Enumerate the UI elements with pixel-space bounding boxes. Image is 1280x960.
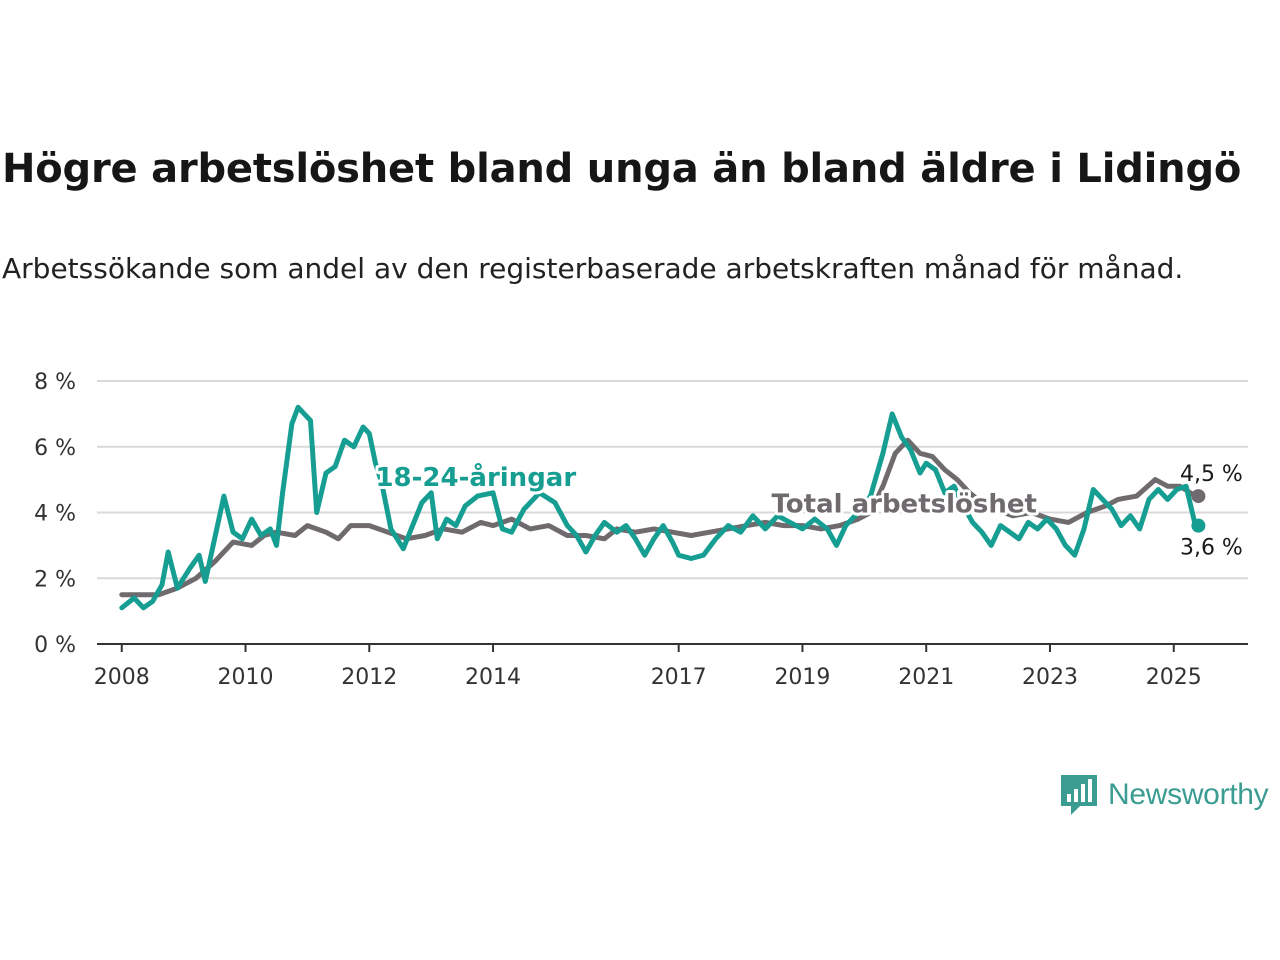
y-axis: 0 % 2 % 4 % 6 % 8 % <box>34 370 76 658</box>
series-labels: 18-24-åringar Total arbetslöshet <box>372 458 1039 522</box>
newsworthy-logo: Newsworthy <box>1058 772 1269 818</box>
y-tick-label: 8 % <box>34 370 76 395</box>
end-point <box>1191 489 1206 504</box>
end-label: 4,5 % <box>1180 462 1243 487</box>
series-line <box>119 404 1198 611</box>
y-tick-label: 2 % <box>34 567 76 592</box>
x-axis: 2008 2010 2012 2014 2017 2019 2021 2023 2025 <box>94 643 1248 690</box>
x-tick-label: 2012 <box>341 665 397 690</box>
y-tick-label: 0 % <box>34 633 76 658</box>
series-line <box>119 437 1198 598</box>
end-markers: 4,5 % 3,6 % <box>1180 462 1243 561</box>
gridlines <box>97 380 1248 580</box>
x-tick-label: 2025 <box>1146 665 1202 690</box>
x-tick-label: 2019 <box>774 665 830 690</box>
bar-chart-speech-bubble-icon <box>1061 775 1097 815</box>
end-point <box>1191 518 1206 533</box>
chart-title: Högre arbetslöshet bland unga än bland ä… <box>2 146 1242 192</box>
logo-wordmark: Newsworthy <box>1108 778 1269 811</box>
x-tick-label: 2021 <box>898 665 954 690</box>
x-tick-label: 2023 <box>1022 665 1078 690</box>
series-label: 18-24-åringar <box>375 461 576 493</box>
chart-subtitle: Arbetssökande som andel av den registerb… <box>2 252 1184 285</box>
y-tick-label: 4 % <box>34 502 76 527</box>
x-tick-label: 2017 <box>651 665 707 690</box>
x-tick-label: 2010 <box>218 665 274 690</box>
series-lines <box>119 404 1198 611</box>
x-tick-label: 2008 <box>94 665 150 690</box>
series-label: Total arbetslöshet <box>772 490 1037 520</box>
x-tick-label: 2014 <box>465 665 521 690</box>
y-tick-label: 6 % <box>34 436 76 461</box>
end-label: 3,6 % <box>1180 536 1243 561</box>
